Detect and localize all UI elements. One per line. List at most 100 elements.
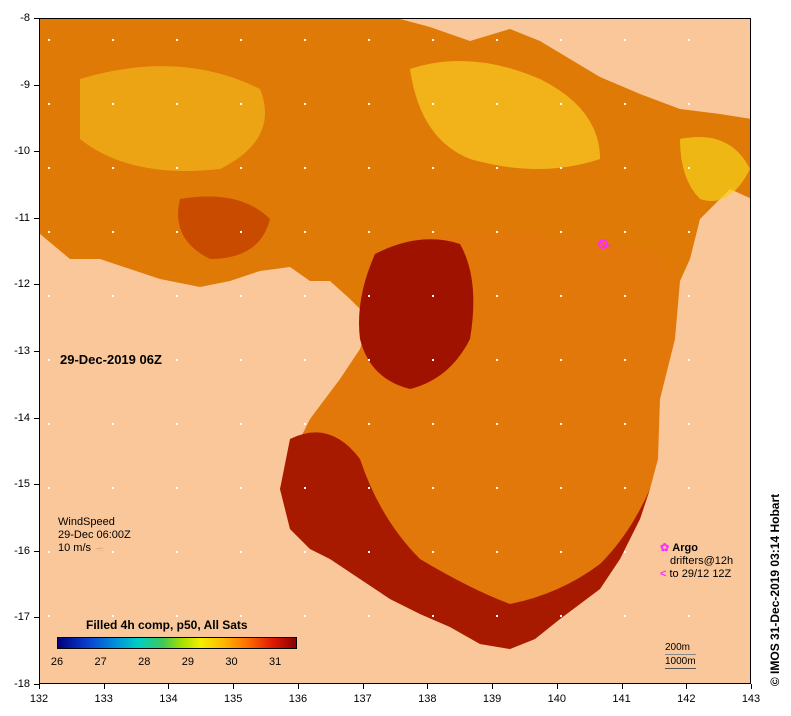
wind-vector-dot <box>432 167 434 169</box>
x-tick <box>168 684 170 689</box>
x-tick <box>297 684 299 689</box>
wind-vector-dot <box>624 295 626 297</box>
wind-vector-dot <box>432 615 434 617</box>
x-tick <box>492 684 494 689</box>
y-tick-label: -16 <box>14 544 30 557</box>
x-tick-label: 136 <box>288 693 308 705</box>
wind-vector-dot <box>560 39 562 41</box>
wind-vectors <box>48 39 690 617</box>
y-tick-label: -12 <box>14 278 30 291</box>
y-tick <box>34 484 39 486</box>
wind-vector-dot <box>368 359 370 361</box>
depth-legend: 200m 1000m <box>665 641 696 669</box>
drifter-track <box>599 240 611 249</box>
x-tick-label: 132 <box>29 693 49 705</box>
wind-vector-dot <box>304 103 306 105</box>
wind-vector-dot <box>432 423 434 425</box>
wind-vector-dot <box>48 39 50 41</box>
wind-vector-dot <box>496 231 498 233</box>
credit-text: © IMOS 31-Dec-2019 03:14 Hobart <box>768 493 782 687</box>
wind-vector-dot <box>624 551 626 553</box>
wind-vector-dot <box>240 551 242 553</box>
colorbar-tick-label: 29 <box>181 656 195 668</box>
wind-vector-dot <box>112 231 114 233</box>
y-tick <box>34 151 39 153</box>
wind-vector-dot <box>112 423 114 425</box>
wind-vector-dot <box>368 231 370 233</box>
wind-vector-dot <box>368 551 370 553</box>
wind-vector-dot <box>176 295 178 297</box>
y-tick <box>34 617 39 619</box>
wind-vector-dot <box>624 167 626 169</box>
x-tick <box>556 684 558 689</box>
wind-vector-dot <box>304 39 306 41</box>
colorbar-tick-label: 31 <box>269 656 282 668</box>
wind-vector-dot <box>176 167 178 169</box>
wind-vector-dot <box>112 103 114 105</box>
wind-vector-dot <box>48 487 50 489</box>
wind-vector-dot <box>240 231 242 233</box>
wind-arrow-icon: → <box>94 542 106 554</box>
wind-vector-dot <box>688 551 690 553</box>
depth-200: 200m <box>665 641 696 655</box>
date-label: 29-Dec-2019 06Z <box>60 352 162 367</box>
wind-vector-dot <box>304 615 306 617</box>
wind-vector-dot <box>240 423 242 425</box>
wind-vector-dot <box>688 359 690 361</box>
wind-vector-dot <box>432 551 434 553</box>
wind-vector-dot <box>688 231 690 233</box>
wind-vector-dot <box>688 295 690 297</box>
y-tick <box>34 217 39 219</box>
wind-reference: 10 m/s → <box>58 542 106 554</box>
y-tick <box>34 284 39 286</box>
wind-vector-dot <box>496 615 498 617</box>
wind-vector-dot <box>560 551 562 553</box>
x-tick-label: 140 <box>547 693 566 705</box>
wind-vector-dot <box>112 359 114 361</box>
cool-patch-east <box>680 137 750 201</box>
wind-vector-dot <box>48 231 50 233</box>
x-tick <box>427 684 429 689</box>
argo-float-marker <box>598 239 608 249</box>
wind-vector-dot <box>304 487 306 489</box>
wind-vector-dot <box>176 103 178 105</box>
wind-vector-dot <box>176 359 178 361</box>
x-tick-label: 133 <box>94 693 113 705</box>
wind-vector-dot <box>560 231 562 233</box>
wind-time: 29-Dec 06:00Z <box>58 529 131 541</box>
x-tick <box>233 684 235 689</box>
x-tick <box>751 684 752 689</box>
wind-vector-dot <box>496 103 498 105</box>
wind-vector-dot <box>688 487 690 489</box>
y-tick-label: -10 <box>14 145 30 158</box>
y-tick-label: -18 <box>14 678 30 690</box>
argo-icon: ✿ <box>660 542 670 554</box>
wind-vector-dot <box>432 103 434 105</box>
wind-vector-dot <box>112 39 114 41</box>
y-tick <box>34 18 39 19</box>
wind-vector-dot <box>560 487 562 489</box>
wind-vector-dot <box>176 615 178 617</box>
wind-vector-dot <box>176 487 178 489</box>
wind-vector-dot <box>48 551 50 553</box>
wind-vector-dot <box>368 103 370 105</box>
wind-vector-dot <box>496 551 498 553</box>
wind-vector-dot <box>560 615 562 617</box>
wind-vector-dot <box>496 487 498 489</box>
argo-label-row: ✿ Argo <box>660 542 698 554</box>
hot-core-gulf <box>359 239 474 389</box>
wind-vector-dot <box>560 167 562 169</box>
wind-vector-dot <box>240 39 242 41</box>
wind-vector-dot <box>688 423 690 425</box>
wind-vector-dot <box>48 615 50 617</box>
wind-vector-dot <box>624 615 626 617</box>
cool-patch-north <box>410 61 600 169</box>
warm-patch-nw <box>178 196 270 259</box>
wind-vector-dot <box>560 103 562 105</box>
cool-patch-west <box>80 66 265 171</box>
y-tick <box>34 550 39 552</box>
wind-vector-dot <box>240 295 242 297</box>
wind-vector-dot <box>432 359 434 361</box>
x-tick <box>39 684 40 689</box>
wind-vector-dot <box>368 487 370 489</box>
